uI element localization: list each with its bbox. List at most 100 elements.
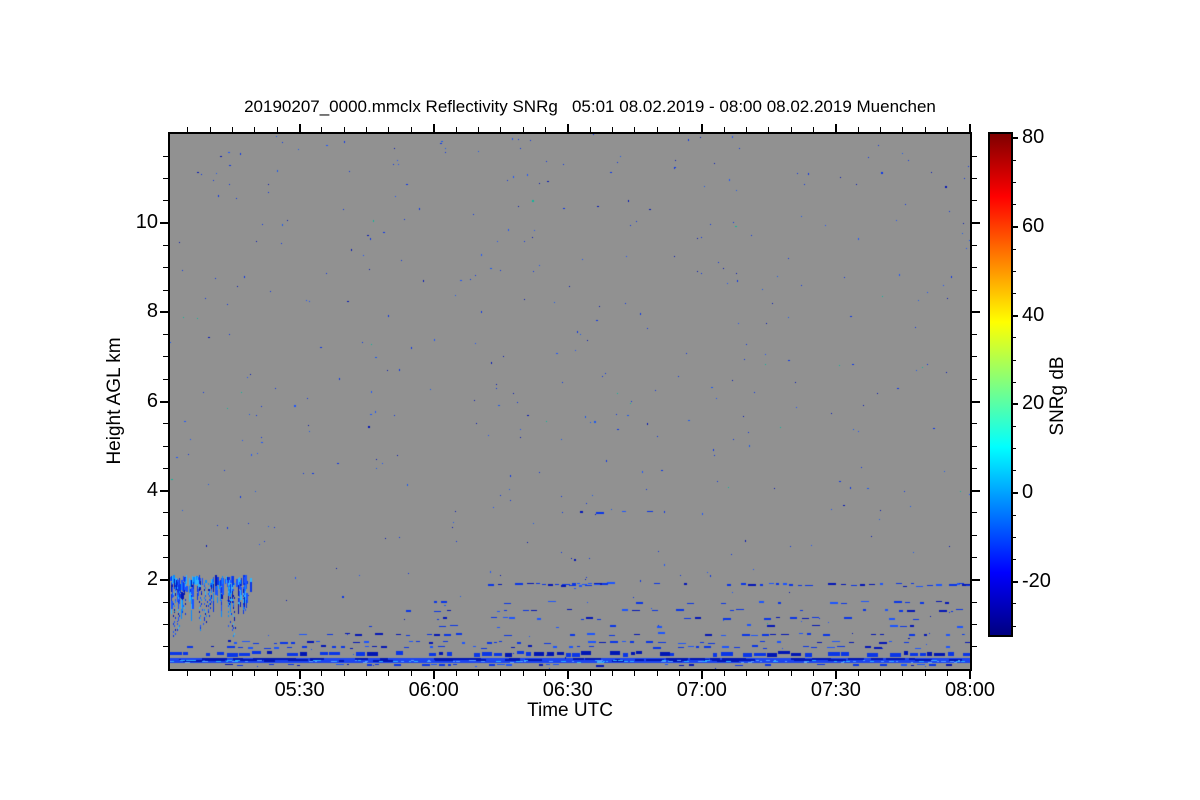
y-minor-tick-right: [972, 623, 977, 625]
x-minor-tick-top: [611, 127, 613, 132]
y-minor-tick-right: [972, 534, 977, 536]
y-minor-tick: [163, 334, 168, 336]
y-minor-tick: [163, 155, 168, 157]
y-major-tick-right: [972, 489, 980, 492]
x-minor-tick: [366, 671, 368, 676]
y-minor-tick-right: [972, 155, 977, 157]
colorbar-tick-label: 80: [1022, 126, 1045, 149]
x-minor-tick-top: [857, 127, 859, 132]
colorbar-minor-tick: [1013, 536, 1016, 538]
chart-title: 20190207_0000.mmclx Reflectivity SNRg 05…: [244, 97, 936, 116]
y-minor-tick: [163, 467, 168, 469]
colorbar-major-tick: [1013, 580, 1018, 583]
colorbar-tick-label: 40: [1022, 303, 1045, 326]
x-minor-tick: [455, 671, 457, 676]
x-minor-tick-top: [410, 127, 412, 132]
x-major-tick: [432, 671, 435, 679]
x-major-tick: [700, 671, 703, 679]
colorbar-minor-tick: [1013, 160, 1016, 162]
y-minor-tick-right: [972, 557, 977, 559]
colorbar-minor-tick: [1013, 625, 1016, 627]
x-minor-tick: [321, 671, 323, 676]
colorbar-minor-tick: [1013, 514, 1016, 516]
y-minor-tick-right: [972, 646, 977, 648]
y-minor-tick-right: [972, 334, 977, 336]
x-major-tick-top: [834, 124, 837, 132]
y-major-tick-right: [972, 400, 980, 403]
x-major-tick: [834, 671, 837, 679]
colorbar-tick-label: 60: [1022, 215, 1045, 238]
x-minor-tick-top: [880, 127, 882, 132]
x-minor-tick-top: [902, 127, 904, 132]
x-minor-tick: [924, 671, 926, 676]
x-minor-tick: [746, 671, 748, 676]
x-minor-tick-top: [790, 127, 792, 132]
colorbar: [988, 132, 1013, 637]
plot-area: [168, 132, 972, 671]
x-minor-tick: [544, 671, 546, 676]
y-minor-tick-right: [972, 423, 977, 425]
x-tick-label: 06:00: [408, 679, 459, 701]
y-minor-tick: [163, 623, 168, 625]
y-minor-tick: [163, 423, 168, 425]
colorbar-tick-label: 20: [1022, 392, 1045, 415]
x-minor-tick-top: [500, 127, 502, 132]
colorbar-minor-tick: [1013, 470, 1016, 472]
x-minor-tick-top: [366, 127, 368, 132]
x-minor-tick: [611, 671, 613, 676]
y-major-tick-right: [972, 311, 980, 314]
y-minor-tick: [163, 557, 168, 559]
y-tick-label: 6: [146, 389, 158, 412]
colorbar-minor-tick: [1013, 293, 1016, 295]
x-minor-tick-top: [924, 127, 926, 132]
y-major-tick: [160, 222, 168, 225]
x-minor-tick: [187, 671, 189, 676]
x-minor-tick-top: [746, 127, 748, 132]
y-tick-label: 10: [135, 211, 158, 234]
colorbar-minor-tick: [1013, 426, 1016, 428]
x-major-tick-top: [432, 124, 435, 132]
x-major-tick-top: [298, 124, 301, 132]
y-major-tick: [160, 311, 168, 314]
x-minor-tick: [902, 671, 904, 676]
y-minor-tick-right: [972, 244, 977, 246]
x-minor-tick: [813, 671, 815, 676]
x-minor-tick: [410, 671, 412, 676]
x-minor-tick-top: [321, 127, 323, 132]
y-minor-tick: [163, 178, 168, 180]
x-minor-tick: [947, 671, 949, 676]
x-tick-label: 08:00: [944, 679, 996, 701]
y-minor-tick-right: [972, 200, 977, 202]
colorbar-minor-tick: [1013, 270, 1016, 272]
x-minor-tick: [790, 671, 792, 676]
x-minor-tick-top: [723, 127, 725, 132]
x-major-tick-top: [566, 124, 569, 132]
colorbar-minor-tick: [1013, 603, 1016, 605]
colorbar-minor-tick: [1013, 381, 1016, 383]
y-minor-tick: [163, 646, 168, 648]
x-tick-label: 06:30: [542, 679, 593, 701]
y-minor-tick: [163, 601, 168, 603]
colorbar-minor-tick: [1013, 359, 1016, 361]
y-minor-tick: [163, 534, 168, 536]
y-tick-label: 4: [146, 478, 158, 501]
x-minor-tick: [276, 671, 278, 676]
x-minor-tick-top: [656, 127, 658, 132]
colorbar-minor-tick: [1013, 204, 1016, 206]
y-minor-tick-right: [972, 267, 977, 269]
x-minor-tick: [232, 671, 234, 676]
x-minor-tick-top: [947, 127, 949, 132]
x-tick-label: 07:00: [676, 679, 727, 701]
y-minor-tick: [163, 244, 168, 246]
x-minor-tick: [388, 671, 390, 676]
x-major-tick: [566, 671, 569, 679]
x-minor-tick-top: [477, 127, 479, 132]
y-major-tick: [160, 489, 168, 492]
x-minor-tick: [254, 671, 256, 676]
x-minor-tick-top: [343, 127, 345, 132]
y-tick-label: 2: [146, 567, 158, 590]
colorbar-tick-label: -20: [1022, 569, 1051, 592]
y-minor-tick-right: [972, 445, 977, 447]
x-minor-tick-top: [232, 127, 234, 132]
